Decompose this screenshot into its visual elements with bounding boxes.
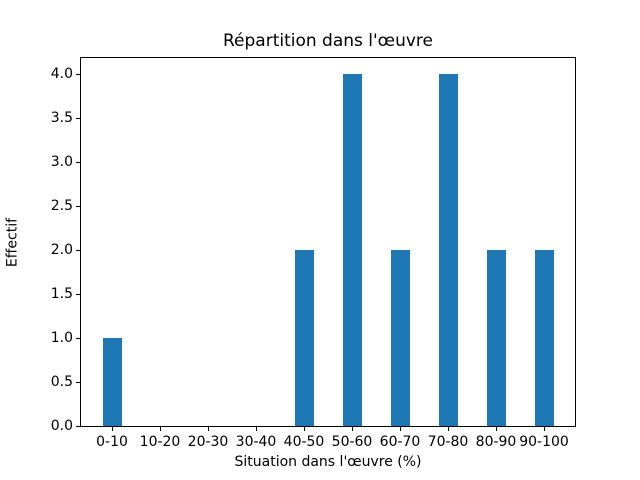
x-tick-label: 0-10 <box>96 434 128 450</box>
bar-50-60 <box>343 74 362 426</box>
bar-60-70 <box>391 250 410 426</box>
y-tick-mark <box>76 162 80 163</box>
x-tick-label: 30-40 <box>235 434 277 450</box>
y-tick-mark <box>76 250 80 251</box>
y-axis-label: Effectif <box>4 217 21 268</box>
y-tick-mark <box>76 426 80 427</box>
x-tick-mark <box>304 427 305 431</box>
y-tick-label: 4.0 <box>50 66 73 82</box>
x-tick-mark <box>256 427 257 431</box>
x-tick-mark <box>448 427 449 431</box>
y-tick-mark <box>76 382 80 383</box>
x-tick-mark <box>112 427 113 431</box>
y-tick-mark <box>76 118 80 119</box>
x-tick-mark <box>352 427 353 431</box>
x-tick-label: 70-80 <box>427 434 469 450</box>
y-tick-mark <box>76 206 80 207</box>
y-tick-label: 2.5 <box>50 198 73 214</box>
bar-70-80 <box>439 74 458 426</box>
x-tick-mark <box>160 427 161 431</box>
y-tick-label: 0.0 <box>50 418 73 434</box>
x-tick-label: 20-30 <box>187 434 229 450</box>
x-tick-label: 60-70 <box>379 434 421 450</box>
x-tick-label: 80-90 <box>475 434 517 450</box>
x-tick-mark <box>208 427 209 431</box>
bar-90-100 <box>535 250 554 426</box>
y-tick-label: 0.5 <box>50 374 73 390</box>
bar-40-50 <box>295 250 314 426</box>
y-tick-mark <box>76 294 80 295</box>
y-tick-label: 2.0 <box>50 242 73 258</box>
x-tick-mark <box>400 427 401 431</box>
y-tick-mark <box>76 338 80 339</box>
bar-0-10 <box>103 338 122 426</box>
x-axis-label: Situation dans l'œuvre (%) <box>234 454 422 470</box>
x-tick-label: 90-100 <box>519 434 569 450</box>
y-tick-label: 1.5 <box>50 286 73 302</box>
y-tick-label: 3.5 <box>50 110 73 126</box>
y-tick-label: 1.0 <box>50 330 73 346</box>
x-tick-mark <box>496 427 497 431</box>
x-tick-mark <box>544 427 545 431</box>
y-tick-mark <box>76 74 80 75</box>
x-tick-label: 10-20 <box>139 434 181 450</box>
x-tick-label: 40-50 <box>283 434 325 450</box>
y-tick-label: 3.0 <box>50 154 73 170</box>
chart-title: Répartition dans l'œuvre <box>222 31 433 51</box>
x-tick-label: 50-60 <box>331 434 373 450</box>
bar-80-90 <box>487 250 506 426</box>
